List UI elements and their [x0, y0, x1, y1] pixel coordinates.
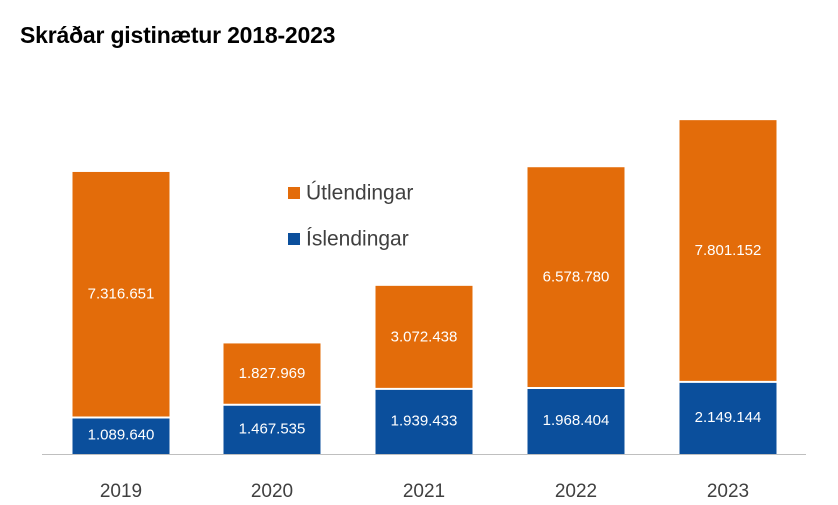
bar-islendingar-2023 [679, 381, 777, 454]
legend-label-islendingar: Íslendingar [306, 228, 409, 251]
bar-islendingar-2021 [375, 388, 473, 454]
data-label-utlendingar-2023: 7.801.152 [695, 242, 762, 259]
x-tick-2019: 2019 [100, 481, 142, 502]
legend-label-utlendingar: Útlendingar [306, 182, 413, 205]
bar-utlendingar-2020 [223, 343, 321, 405]
data-label-islendingar-2020: 1.467.535 [239, 420, 306, 437]
data-label-islendingar-2019: 1.089.640 [88, 427, 155, 444]
bar-islendingar-2020 [223, 404, 321, 454]
bar-utlendingar-2019 [72, 171, 170, 418]
legend: Útlendingar Íslendingar [288, 182, 413, 251]
data-label-islendingar-2021: 1.939.433 [391, 412, 458, 429]
x-tick-2021: 2021 [403, 481, 445, 502]
data-label-utlendingar-2021: 3.072.438 [391, 328, 458, 345]
bar-islendingar-2019 [72, 417, 170, 454]
bar-islendingar-2022 [527, 387, 625, 454]
bar-utlendingar-2021 [375, 285, 473, 389]
bars-group: 1.089.640 7.316.651 1.467.535 1.827.969 1.93… [72, 120, 777, 454]
x-tick-2020: 2020 [251, 481, 293, 502]
data-label-islendingar-2023: 2.149.144 [695, 409, 762, 426]
bar-utlendingar-2022 [527, 167, 625, 388]
chart-title: Skráðar gistinætur 2018-2023 [20, 22, 336, 48]
x-tick-labels: 2019 2020 2021 2022 2023 [100, 481, 749, 502]
legend-swatch-islendingar [288, 233, 300, 245]
x-tick-2023: 2023 [707, 481, 749, 502]
data-label-utlendingar-2022: 6.578.780 [543, 269, 610, 286]
data-label-utlendingar-2020: 1.827.969 [239, 365, 306, 382]
bar-utlendingar-2023 [679, 120, 777, 382]
x-tick-2022: 2022 [555, 481, 597, 502]
legend-swatch-utlendingar [288, 187, 300, 199]
data-label-utlendingar-2019: 7.316.651 [88, 286, 155, 303]
data-label-islendingar-2022: 1.968.404 [543, 412, 610, 429]
